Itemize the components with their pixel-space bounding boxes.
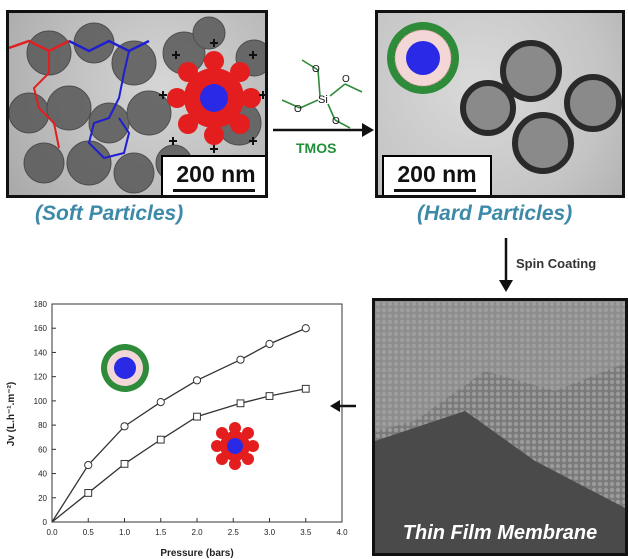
scale-bar-line	[394, 189, 476, 192]
x-tick-label: 4.0	[336, 528, 348, 537]
data-point-circle	[236, 355, 245, 364]
scale-bar-line	[173, 189, 255, 192]
x-tick-label: 2.5	[228, 528, 240, 537]
y-tick-label: 20	[38, 494, 47, 503]
data-point-circle	[192, 376, 202, 385]
hard-particle-icon	[101, 344, 149, 392]
data-point-circle	[120, 422, 129, 431]
caption-hard-particles: (Hard Particles)	[417, 202, 573, 225]
soft-particle-icon	[159, 39, 265, 153]
tem-image-hard-particles: 200 nm	[375, 10, 625, 198]
y-tick-label: 0	[43, 518, 48, 527]
chart-ticks: 0.0 0.5 1.0 1.5 2.0 2.5 3.0 3.5 4.0 0 20 40 60 80 100 1…	[34, 300, 348, 537]
data-point-square	[301, 384, 310, 393]
x-tick-label: 1.0	[119, 528, 131, 537]
y-tick-label: 40	[38, 470, 47, 479]
data-point-circle	[265, 339, 274, 349]
chart-series	[51, 324, 310, 523]
soft-particles-micrograph	[9, 16, 265, 194]
x-axis-label: Pressure (bars)	[160, 548, 233, 559]
y-tick-label: 160	[34, 324, 48, 333]
data-point-circle	[84, 460, 93, 470]
x-tick-label: 0.0	[46, 528, 58, 537]
y-tick-label: 140	[34, 348, 48, 357]
spin-coating-label: Spin Coating	[516, 256, 597, 271]
thin-film-micrograph	[375, 301, 625, 553]
data-point-square	[84, 489, 93, 497]
data-point-square	[156, 435, 165, 444]
data-point-square	[265, 392, 274, 400]
hard-particle-icon	[387, 22, 459, 94]
hard-particles-micrograph	[387, 22, 622, 174]
scale-bar-box: 200 nm	[382, 155, 492, 195]
sem-image-thin-film: Thin Film Membrane	[372, 298, 628, 556]
y-tick-label: 100	[34, 397, 48, 406]
y-tick-label: 180	[34, 300, 48, 309]
tmos-label: TMOS	[296, 140, 337, 156]
series-line-square	[51, 388, 306, 523]
y-tick-label: 80	[38, 421, 47, 430]
soft-particle-icon	[211, 422, 259, 470]
y-tick-label: 120	[34, 373, 48, 382]
y-axis-label: Jv (L.h⁻¹.m⁻²)	[6, 382, 17, 446]
x-tick-label: 3.0	[264, 528, 276, 537]
scale-bar-box: 200 nm	[161, 155, 265, 195]
data-point-square	[193, 412, 201, 421]
scale-bar-label: 200 nm	[397, 161, 477, 187]
series-line-circle	[51, 327, 307, 523]
y-tick-label: 60	[38, 445, 47, 454]
x-tick-label: 2.0	[191, 528, 203, 537]
x-tick-label: 0.5	[83, 528, 95, 537]
x-tick-label: 3.5	[300, 528, 312, 537]
thin-film-label: Thin Film Membrane	[402, 522, 598, 544]
x-tick-label: 1.5	[155, 528, 167, 537]
scale-bar-label: 200 nm	[176, 161, 256, 187]
data-point-square	[236, 399, 245, 408]
data-point-square	[120, 459, 129, 468]
data-point-circle	[301, 324, 310, 333]
data-point-circle	[156, 398, 165, 407]
caption-soft-particles: (Soft Particles)	[35, 202, 184, 225]
tem-image-soft-particles: 200 nm	[6, 10, 268, 198]
